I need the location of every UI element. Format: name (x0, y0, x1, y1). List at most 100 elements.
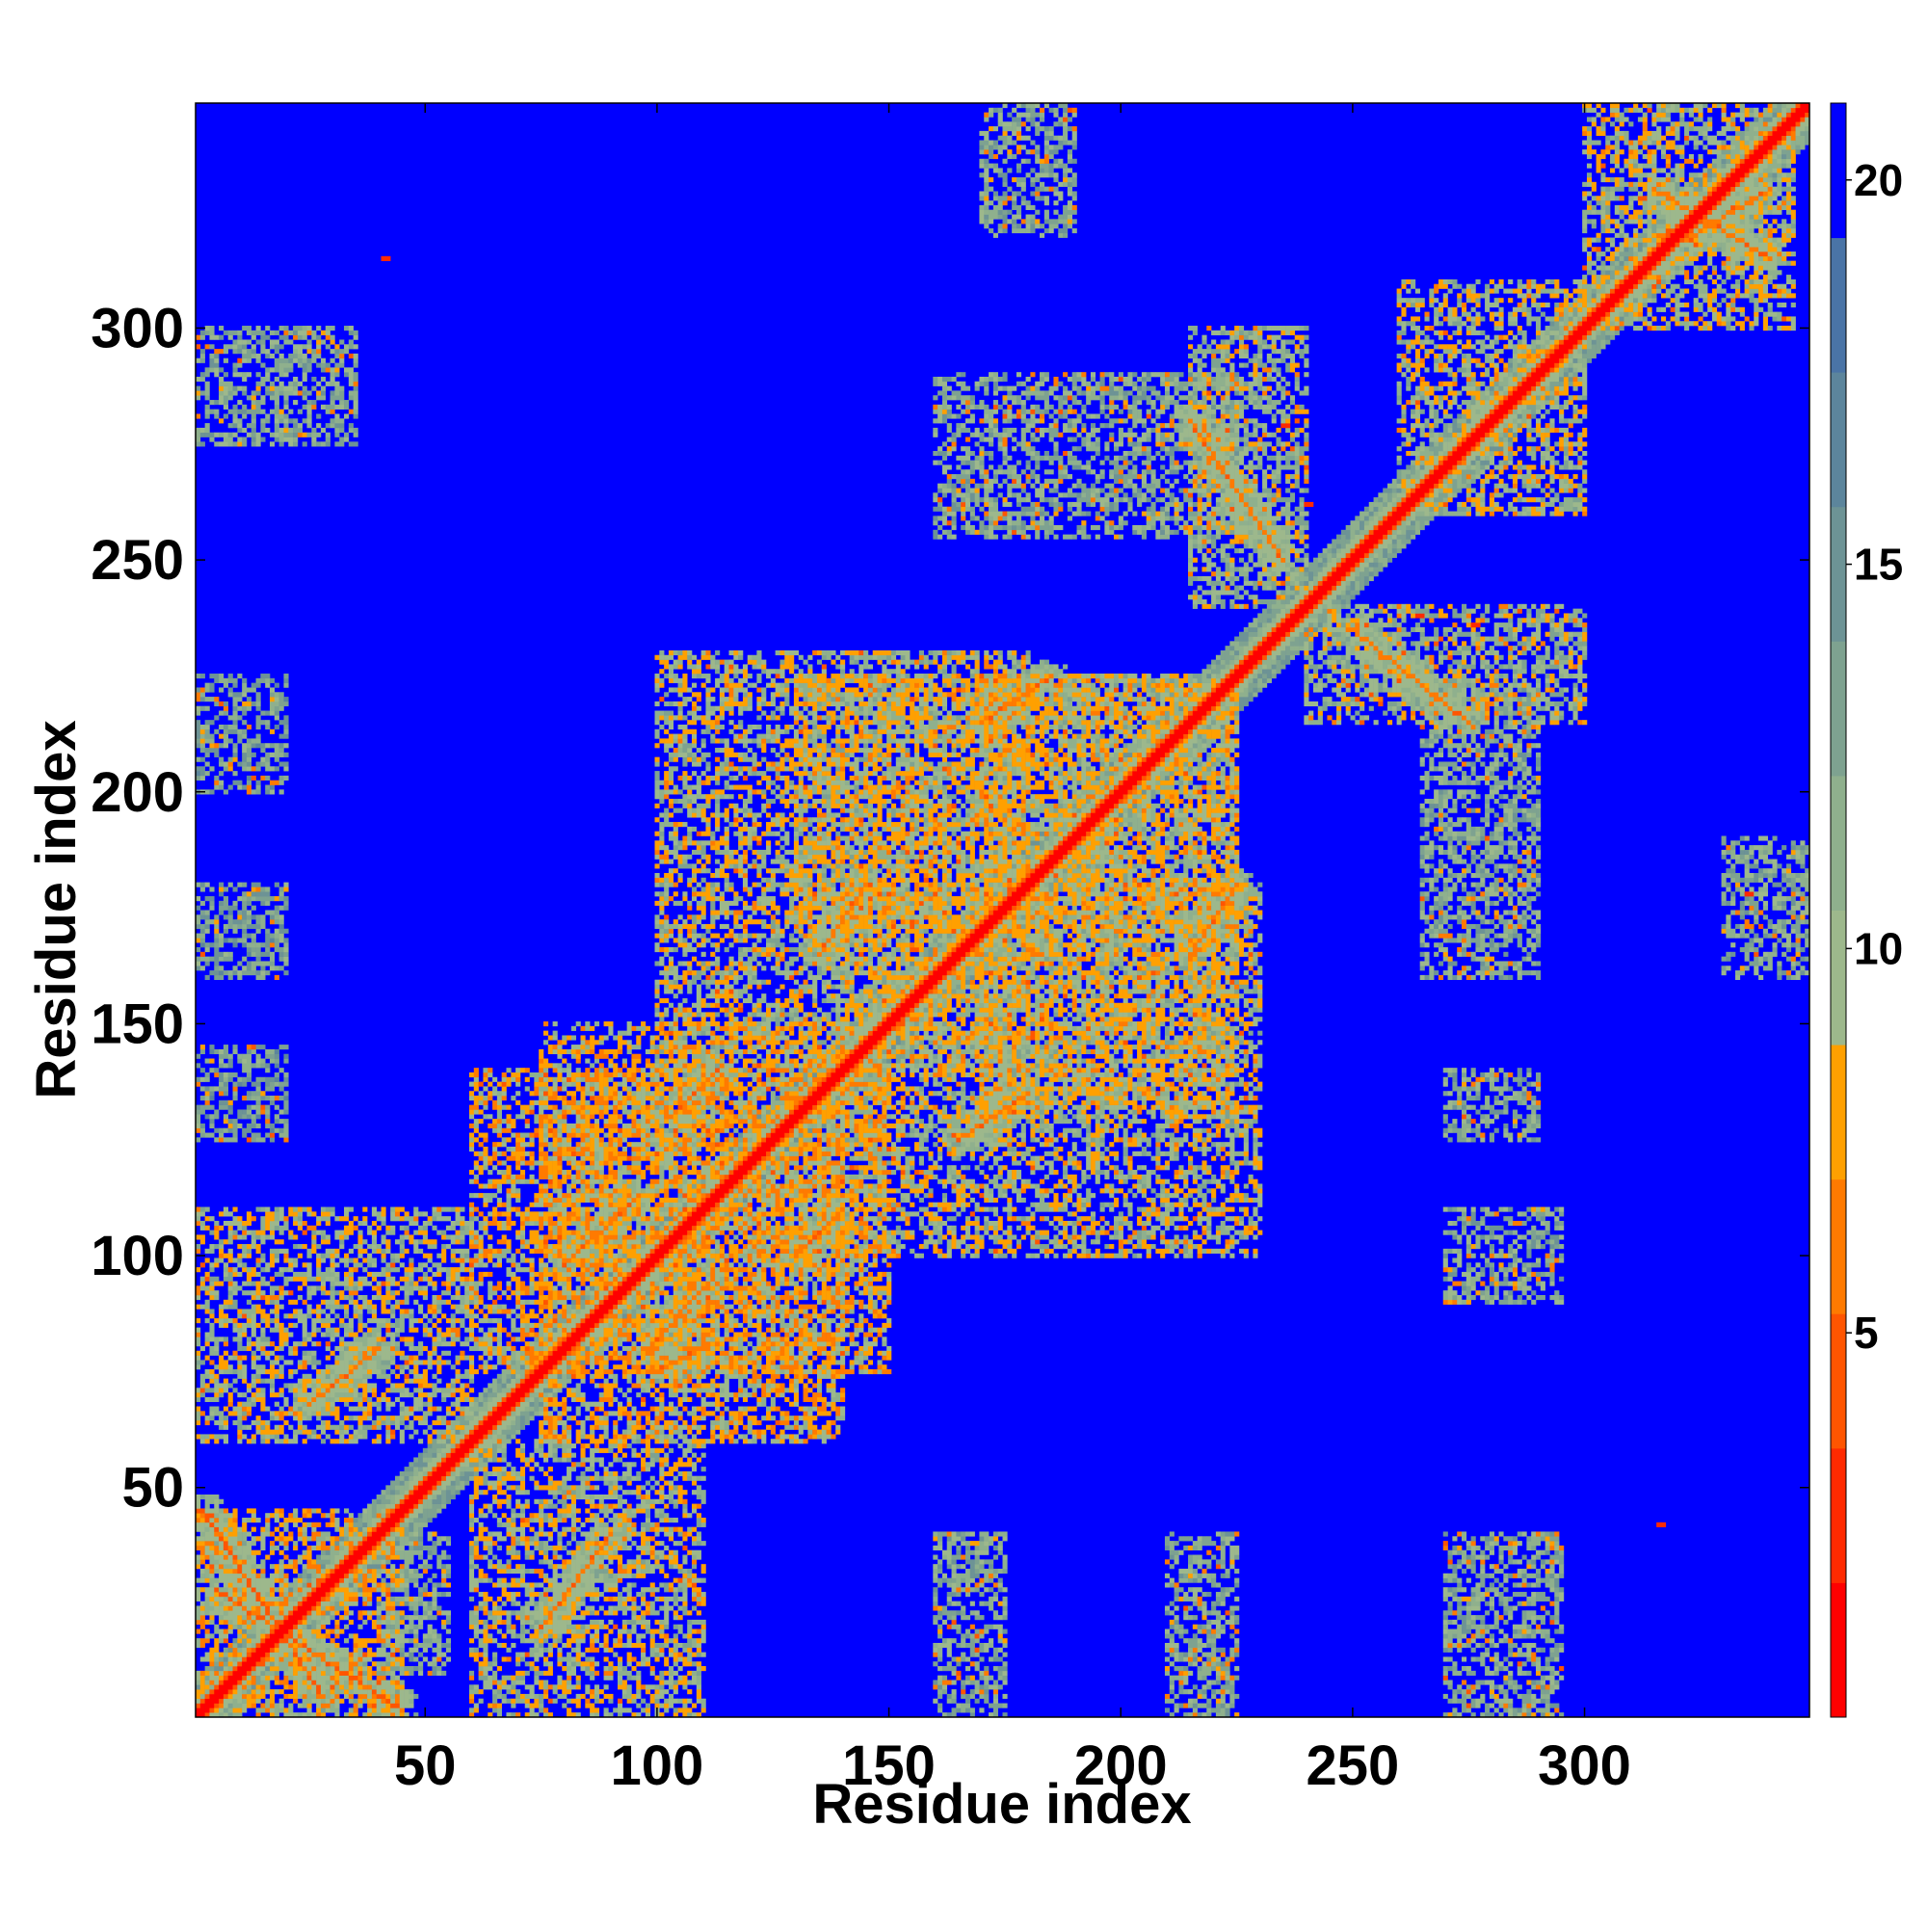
heatmap-cell (436, 1671, 441, 1676)
heatmap-cell (316, 1620, 321, 1625)
heatmap-cell (390, 1351, 395, 1356)
heatmap-cell (288, 382, 293, 386)
heatmap-cell (488, 1430, 492, 1435)
heatmap-cell (474, 1430, 479, 1444)
heatmap-cell (354, 1518, 358, 1522)
heatmap-cell (349, 1699, 354, 1704)
heatmap-cell (196, 1420, 200, 1425)
heatmap-cell (224, 1407, 228, 1412)
heatmap-cell (316, 1707, 321, 1712)
heatmap-cell (362, 1295, 367, 1300)
heatmap-cell (382, 1508, 386, 1513)
heatmap-cell (469, 1313, 474, 1318)
heatmap-cell (432, 1457, 436, 1467)
heatmap-cell (483, 1313, 488, 1318)
heatmap-cell (256, 766, 261, 771)
heatmap-cell (488, 1364, 492, 1369)
heatmap-cell (256, 1574, 261, 1578)
heatmap-cell (237, 358, 242, 363)
heatmap-cell (432, 1226, 436, 1231)
heatmap-cell (283, 683, 288, 688)
heatmap-cell (382, 1323, 386, 1328)
heatmap-cell (242, 1356, 247, 1361)
heatmap-cell (205, 1671, 210, 1676)
heatmap-cell (237, 1578, 242, 1583)
heatmap-cell (200, 390, 205, 395)
heatmap-cell (511, 1337, 515, 1341)
heatmap-cell (326, 1346, 330, 1351)
heatmap-cell (441, 1244, 446, 1249)
heatmap-cell (349, 1574, 354, 1578)
heatmap-cell (497, 1221, 502, 1231)
heatmap-cell (432, 1546, 436, 1555)
heatmap-cell (214, 1434, 219, 1439)
heatmap-cell (279, 1578, 284, 1583)
heatmap-cell (256, 1397, 261, 1402)
heatmap-cell (311, 1430, 316, 1435)
heatmap-cell (354, 1661, 358, 1666)
heatmap-cell (436, 1388, 441, 1392)
heatmap-cell (237, 729, 242, 734)
heatmap-cell (469, 1262, 474, 1267)
heatmap-cell (400, 1680, 405, 1684)
heatmap-cell (265, 1555, 270, 1560)
heatmap-cell (209, 1374, 214, 1379)
heatmap-cell (270, 1128, 275, 1133)
heatmap-cell (367, 1351, 372, 1356)
heatmap-cell (405, 1671, 409, 1676)
heatmap-cell (497, 1402, 502, 1407)
heatmap-cell (405, 1536, 409, 1546)
heatmap-cell (488, 1249, 492, 1254)
heatmap-cell (377, 1680, 382, 1684)
heatmap-cell (409, 1629, 413, 1634)
heatmap-cell (385, 1531, 390, 1536)
heatmap-cell (377, 1625, 382, 1629)
heatmap-cell (265, 1313, 270, 1328)
heatmap-cell (483, 1346, 488, 1356)
heatmap-cell (497, 1282, 502, 1291)
heatmap-cell (385, 1300, 390, 1305)
heatmap-cell (502, 1072, 507, 1077)
heatmap-cell (432, 1666, 436, 1676)
heatmap-cell (316, 1625, 321, 1629)
heatmap-cell (270, 1285, 275, 1295)
heatmap-cell (224, 1119, 228, 1124)
heatmap-cell (372, 1699, 377, 1704)
heatmap-cell (423, 1559, 428, 1564)
heatmap-cell (279, 887, 284, 891)
heatmap-cell (196, 766, 200, 771)
heatmap-cell (405, 1282, 409, 1291)
heatmap-cell (200, 349, 205, 354)
heatmap-cell (209, 1684, 214, 1689)
heatmap-cell (385, 1536, 390, 1541)
heatmap-cell (214, 1499, 219, 1514)
heatmap-cell (196, 896, 200, 901)
heatmap-cell (326, 1578, 330, 1593)
heatmap-cell (479, 1337, 484, 1341)
heatmap-cell (214, 776, 219, 781)
heatmap-cell (224, 1680, 228, 1694)
heatmap-cell (256, 1364, 261, 1369)
heatmap-cell (233, 906, 238, 911)
heatmap-cell (196, 1082, 200, 1087)
heatmap-cell (469, 1179, 474, 1184)
heatmap-cell (247, 1407, 251, 1412)
heatmap-cell (275, 1119, 279, 1124)
heatmap-cell (464, 1434, 469, 1439)
heatmap-cell (502, 1160, 507, 1165)
heatmap-cell (214, 1364, 219, 1369)
heatmap-cell (196, 1063, 200, 1068)
heatmap-cell (339, 1587, 344, 1592)
heatmap-cell (316, 390, 321, 395)
heatmap-cell (436, 1555, 441, 1560)
heatmap-cell (298, 1704, 303, 1708)
heatmap-cell (233, 942, 238, 947)
heatmap-cell (464, 1341, 469, 1346)
heatmap-cell (247, 1383, 251, 1388)
heatmap-cell (385, 1267, 390, 1272)
heatmap-cell (237, 674, 242, 678)
heatmap-cell (339, 1420, 344, 1425)
heatmap-cell (469, 1114, 474, 1119)
heatmap-cell (502, 1601, 507, 1606)
heatmap-cell (469, 1374, 474, 1379)
